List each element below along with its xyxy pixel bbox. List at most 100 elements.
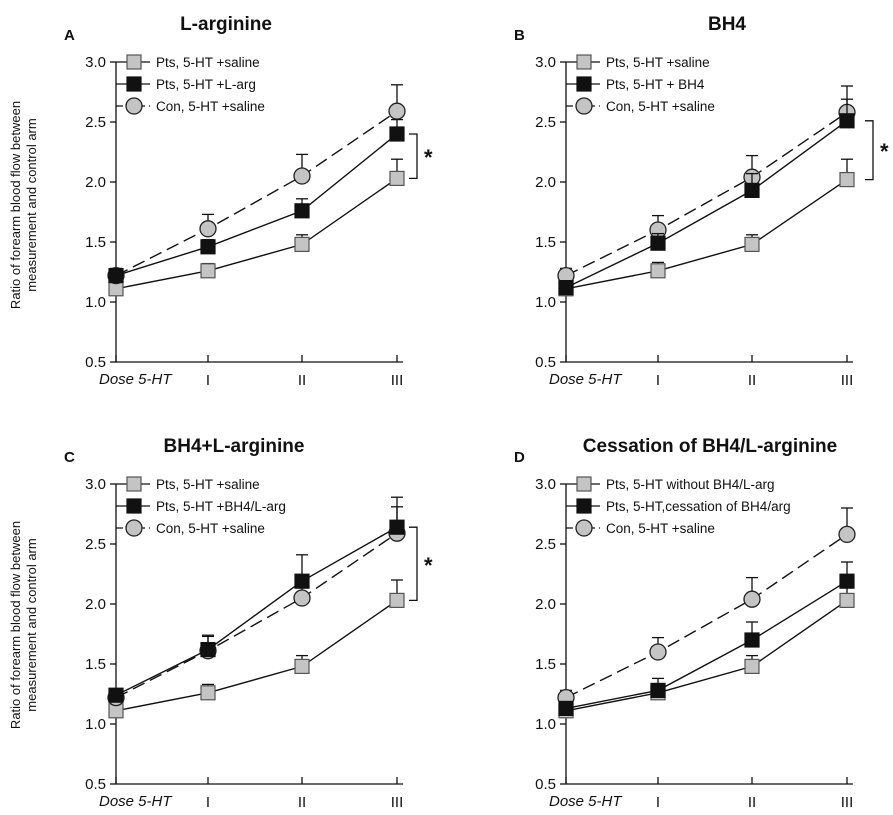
y-axis-label-top-line2: measurement and control arm [24, 118, 39, 291]
panel-c-series-1-line [115, 526, 398, 696]
panel-a-series-0-point-2 [294, 236, 310, 252]
panel-a-series-0-point-1 [200, 263, 216, 279]
panel-d-title: Cessation of BH4/L-arginine [583, 436, 837, 457]
panel-d-series-1-line [565, 580, 848, 710]
panel-d-legend-marker-0 [576, 476, 592, 492]
panel-c-legend-marker-1 [126, 498, 142, 514]
panel-b-legend-marker-2 [575, 97, 593, 115]
panel-b-x-tick-label-0: I [656, 372, 660, 389]
panel-a-significance-bracket [409, 133, 418, 180]
panel-c-legend-marker-0 [126, 476, 142, 492]
panel-b-series-0-point-1 [650, 263, 666, 279]
panel-d-y-tick-label-2: 1.5 [535, 656, 556, 673]
panel-d-x-tick-label-2: III [841, 794, 854, 811]
panel-c-series-0-line [115, 599, 398, 712]
panel-a-series-1-point-0 [108, 268, 124, 284]
panel-d-series-2-point-1 [649, 643, 667, 661]
panel-a-legend-label-2: Con, 5-HT +saline [156, 99, 265, 114]
panel-c-series-0-point-3 [389, 592, 405, 609]
panel-a-series-2-point-2 [293, 167, 311, 185]
panel-c-series-1-point-2 [294, 573, 310, 589]
panel-d-legend-marker-2 [575, 519, 593, 537]
panel-a-dose-label: Dose 5-HT [99, 371, 173, 388]
panel-b-significance-label: * [880, 139, 889, 164]
panel-a-legend-label-1: Pts, 5-HT +L-arg [156, 77, 256, 92]
panel-c-series-1-point-3 [389, 519, 405, 535]
panel-c-letter: C [64, 449, 75, 466]
panel-d-legend-label-0: Pts, 5-HT without BH4/L-arg [606, 477, 775, 492]
panel-d-x-tick-label-1: II [748, 794, 756, 811]
panel-a-y-tick-label-0: 0.5 [85, 354, 106, 371]
panel-d-series-1-point-3 [839, 573, 855, 589]
panel-b-y-tick-label-2: 1.5 [535, 234, 556, 251]
panel-a-legend-marker-2 [125, 97, 143, 115]
panel-c-dose-label: Dose 5-HT [99, 793, 173, 810]
panel-b-legend-label-2: Con, 5-HT +saline [606, 99, 715, 114]
panel-c-legend-label-2: Con, 5-HT +saline [156, 521, 265, 536]
panel-d-series-0-point-3 [839, 592, 855, 609]
panel-b-y-tick-label-0: 0.5 [535, 354, 556, 371]
panel-a-y-tick-label-4: 2.5 [85, 114, 106, 131]
panel-d-legend-marker-1 [576, 498, 592, 514]
y-axis-label-bottom-line2: measurement and control arm [24, 538, 39, 711]
panel-c-y-tick-label-5: 3.0 [85, 476, 106, 493]
panel-c-y-tick-label-3: 2.0 [85, 596, 106, 613]
panel-a-legend-marker-0 [126, 54, 142, 70]
panel-a-series-2-point-3 [388, 102, 406, 120]
panel-d-series-1-point-2 [744, 632, 760, 648]
panel-c-legend-marker-2 [125, 519, 143, 537]
panel-d-series-0-line [565, 599, 848, 712]
panel-a-y-tick-label-5: 3.0 [85, 54, 106, 71]
panel-c-series-0-point-2 [294, 658, 310, 675]
panel-d-y-tick-label-4: 2.5 [535, 536, 556, 553]
panel-a-significance-label: * [424, 145, 433, 170]
panel-a-series-0-point-3 [389, 170, 405, 186]
panel-b-x-tick-label-1: II [748, 372, 756, 389]
panel-a-series-1-line [115, 133, 398, 277]
panel-d-y-tick-label-1: 1.0 [535, 716, 556, 733]
panel-b-legend-label-1: Pts, 5-HT + BH4 [606, 77, 705, 92]
panel-c-series-2-point-2 [293, 589, 311, 607]
panel-c-x-tick-label-2: III [391, 794, 404, 811]
panel-b-series-1-point-1 [650, 235, 666, 251]
panel-d-series-1-point-0 [558, 700, 574, 717]
panel-a-legend-label-0: Pts, 5-HT +saline [156, 55, 260, 70]
panel-a-series-0-line [115, 177, 398, 290]
panel-b-series-1-point-3 [839, 113, 855, 129]
panel-d-legend-label-2: Con, 5-HT +saline [606, 521, 715, 536]
panel-a-legend-marker-1 [126, 76, 142, 92]
panel-b-series-1-line [565, 120, 848, 289]
panel-c-x-tick-label-0: I [206, 794, 210, 811]
panel-c-series-1-point-0 [108, 687, 124, 703]
panel-b-series-2-line [565, 111, 848, 277]
panel-a-x-tick-label-2: III [391, 372, 404, 389]
panel-b-legend-marker-0 [576, 54, 592, 70]
panel-b-letter: B [514, 27, 525, 44]
panel-b-x-tick-label-2: III [841, 372, 854, 389]
panel-b-y-tick-label-4: 2.5 [535, 114, 556, 131]
panel-b-legend-label-0: Pts, 5-HT +saline [606, 55, 710, 70]
y-axis-label-top-line1: Ratio of forearm blood flow between [8, 101, 23, 309]
panel-c-legend-label-0: Pts, 5-HT +saline [156, 477, 260, 492]
panel-d-dose-label: Dose 5-HT [549, 793, 623, 810]
panel-d-x-tick-label-0: I [656, 794, 660, 811]
panel-d-letter: D [514, 449, 525, 466]
panel-c-series-0-point-1 [200, 685, 216, 701]
panel-c-y-tick-label-2: 1.5 [85, 656, 106, 673]
panel-c-x-tick-label-1: II [298, 794, 306, 811]
panel-b-y-tick-label-3: 2.0 [535, 174, 556, 191]
panel-b-title: BH4 [708, 14, 746, 35]
panel-d-y-tick-label-5: 3.0 [535, 476, 556, 493]
panel-a-series-1-point-2 [294, 203, 310, 219]
panel-c-series-1-point-1 [200, 641, 216, 658]
panel-a-series-2-line [115, 110, 398, 277]
panel-a-letter: A [64, 27, 75, 44]
panel-d-series-1-point-1 [650, 682, 666, 699]
panel-a-title: L-arginine [180, 14, 272, 35]
panel-a-series-2-point-1 [199, 220, 217, 238]
panel-b-y-tick-label-5: 3.0 [535, 54, 556, 71]
panel-d-series-2-point-2 [743, 590, 761, 608]
panel-c-title: BH4+L-arginine [164, 436, 305, 457]
panel-c-significance-bracket [409, 526, 418, 602]
